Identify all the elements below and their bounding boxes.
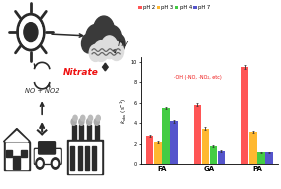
Bar (70, 146, 74, 170)
Bar (95, 125, 99, 140)
Circle shape (111, 34, 125, 53)
Bar (201, 129, 209, 164)
Circle shape (93, 41, 109, 61)
Text: hv: hv (118, 39, 129, 48)
Circle shape (38, 161, 42, 166)
Polygon shape (4, 142, 30, 170)
Bar (162, 108, 170, 164)
Text: Nitrate: Nitrate (63, 68, 99, 77)
Bar (210, 146, 217, 164)
Circle shape (24, 23, 38, 42)
Circle shape (89, 44, 102, 61)
Circle shape (86, 25, 105, 51)
Text: NO + NO2: NO + NO2 (25, 88, 59, 94)
Polygon shape (6, 131, 28, 142)
Circle shape (110, 42, 124, 60)
Circle shape (79, 119, 84, 125)
Bar (92, 146, 96, 170)
Bar (78, 146, 82, 170)
Legend: pH 2, pH 3, pH 4, pH 7: pH 2, pH 3, pH 4, pH 7 (136, 3, 212, 12)
Polygon shape (3, 129, 30, 142)
Bar (72, 125, 76, 140)
Circle shape (96, 115, 100, 121)
Polygon shape (6, 143, 28, 169)
Bar (265, 152, 273, 164)
Bar (241, 67, 248, 164)
Circle shape (81, 34, 96, 53)
Circle shape (101, 36, 118, 59)
Bar (170, 121, 178, 164)
Bar (218, 151, 225, 164)
Polygon shape (103, 63, 108, 71)
Bar (154, 142, 162, 164)
Bar (6, 150, 12, 157)
Y-axis label: $k_{obs}$ (s$^{-1}$): $k_{obs}$ (s$^{-1}$) (118, 97, 129, 124)
Bar (257, 152, 265, 164)
Circle shape (51, 158, 60, 169)
Bar (146, 136, 153, 164)
Circle shape (94, 119, 99, 125)
Circle shape (88, 115, 92, 121)
Circle shape (93, 16, 115, 44)
Circle shape (20, 17, 42, 47)
Circle shape (87, 119, 92, 125)
Bar (194, 105, 201, 164)
Circle shape (36, 158, 44, 169)
Bar (79, 125, 83, 140)
Bar (67, 140, 103, 174)
FancyBboxPatch shape (35, 148, 61, 164)
Text: ·OH (·NO, ·NO₂, etc): ·OH (·NO, ·NO₂, etc) (175, 75, 222, 80)
Bar (21, 150, 27, 157)
FancyBboxPatch shape (35, 150, 60, 163)
Bar (13, 156, 21, 169)
Circle shape (103, 26, 122, 50)
Circle shape (53, 161, 58, 166)
Circle shape (71, 119, 76, 125)
Bar (85, 146, 89, 170)
Bar (249, 132, 257, 164)
Bar (87, 125, 91, 140)
Circle shape (73, 115, 77, 121)
Circle shape (81, 115, 85, 121)
Bar (69, 142, 101, 173)
FancyBboxPatch shape (39, 142, 56, 154)
